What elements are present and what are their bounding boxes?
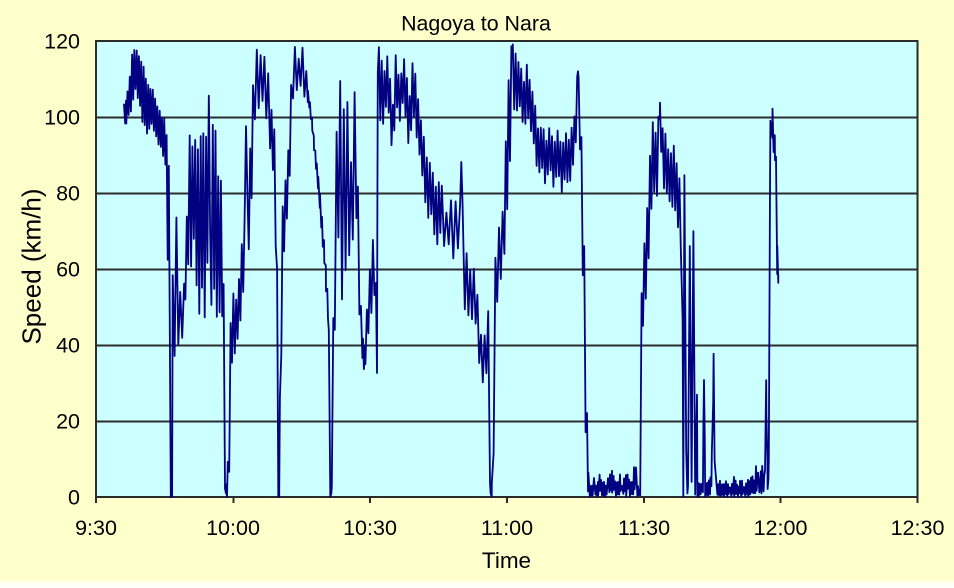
svg-text:11:30: 11:30 bbox=[618, 516, 670, 540]
svg-text:0: 0 bbox=[68, 486, 80, 510]
svg-text:10:00: 10:00 bbox=[206, 516, 260, 540]
svg-text:80: 80 bbox=[56, 182, 80, 206]
svg-text:9:30: 9:30 bbox=[75, 516, 117, 540]
svg-text:10:30: 10:30 bbox=[343, 516, 397, 540]
svg-text:Time: Time bbox=[482, 548, 531, 573]
svg-text:12:00: 12:00 bbox=[754, 516, 808, 540]
svg-text:11:00: 11:00 bbox=[481, 516, 533, 540]
svg-text:60: 60 bbox=[56, 258, 80, 282]
svg-text:Speed (km/h): Speed (km/h) bbox=[17, 188, 47, 344]
svg-text:120: 120 bbox=[44, 30, 80, 54]
svg-text:Nagoya to Nara: Nagoya to Nara bbox=[401, 12, 551, 36]
svg-text:20: 20 bbox=[56, 410, 80, 434]
svg-text:40: 40 bbox=[56, 334, 80, 358]
svg-text:100: 100 bbox=[44, 106, 80, 130]
svg-text:12:30: 12:30 bbox=[891, 516, 945, 540]
